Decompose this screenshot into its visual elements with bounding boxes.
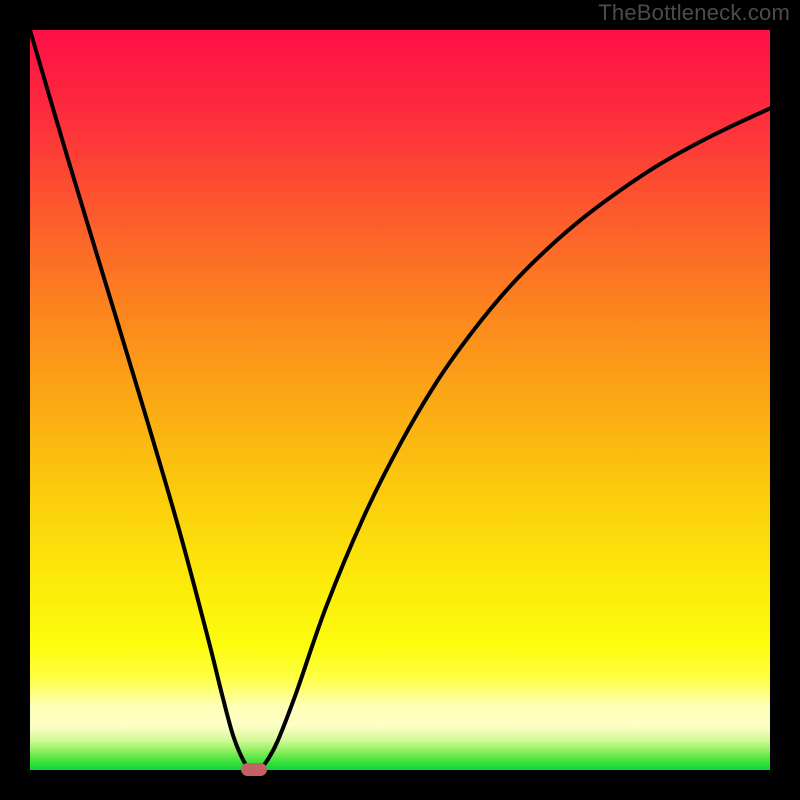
plot-area (30, 30, 770, 770)
watermark-text: TheBottleneck.com (598, 0, 790, 26)
chart-container: TheBottleneck.com (0, 0, 800, 800)
optimal-point-marker (241, 763, 267, 776)
bottleneck-curve (30, 30, 770, 770)
